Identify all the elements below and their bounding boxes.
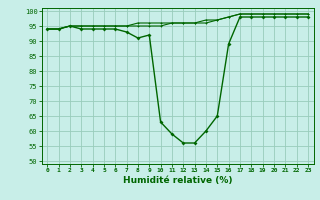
X-axis label: Humidité relative (%): Humidité relative (%): [123, 176, 232, 185]
